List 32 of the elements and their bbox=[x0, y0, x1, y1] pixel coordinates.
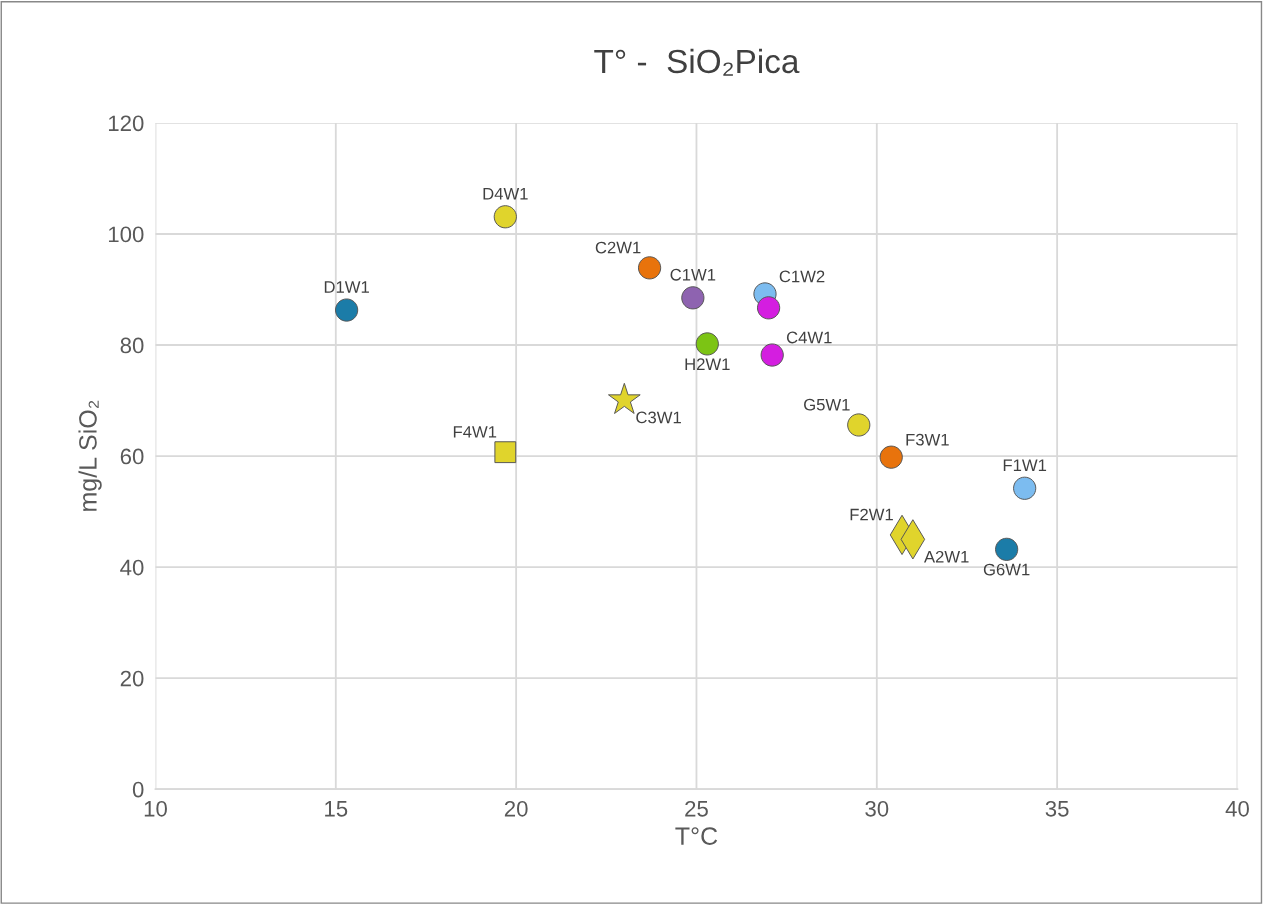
x-tick-label: 25 bbox=[685, 800, 708, 817]
series-label: C3W1 bbox=[636, 411, 681, 424]
x-tick-label: 20 bbox=[504, 800, 528, 817]
series-label: C2W1 bbox=[595, 241, 641, 254]
y-tick-label: 60 bbox=[120, 448, 144, 465]
y-tick-label: 80 bbox=[120, 337, 144, 354]
series-label: C1W1 bbox=[670, 268, 716, 281]
y-tick-label: 40 bbox=[120, 559, 144, 576]
series-label: G6W1 bbox=[983, 563, 1030, 576]
x-tick-label: 40 bbox=[1225, 800, 1249, 817]
series-label: C1W2 bbox=[779, 270, 825, 283]
y-tick-label: 120 bbox=[108, 115, 144, 132]
y-tick-label: 100 bbox=[108, 226, 144, 243]
y-axis-title: mg/L SiO₂ bbox=[78, 400, 102, 511]
series-label: D4W1 bbox=[483, 187, 528, 200]
series-label: H2W1 bbox=[685, 358, 730, 370]
series-label: C4W1 bbox=[786, 331, 832, 344]
series-label: F4W1 bbox=[453, 426, 497, 438]
x-axis-title: T°C bbox=[675, 827, 718, 845]
series-label: A2W1 bbox=[924, 550, 969, 563]
x-tick-label: 35 bbox=[1045, 800, 1069, 817]
x-tick-label: 15 bbox=[325, 801, 348, 817]
series-label: D1W1 bbox=[324, 281, 369, 293]
y-tick-label: 0 bbox=[132, 781, 144, 798]
x-tick-label: 10 bbox=[144, 800, 167, 817]
series-label: F2W1 bbox=[850, 508, 893, 521]
x-tick-label: 30 bbox=[865, 800, 889, 817]
series-label: F1W1 bbox=[1003, 459, 1047, 471]
chart-title: T° - SiO₂Pica bbox=[594, 48, 800, 76]
series-label: G5W1 bbox=[804, 398, 850, 411]
series-label: F3W1 bbox=[906, 433, 949, 446]
y-tick-label: 20 bbox=[120, 670, 144, 687]
